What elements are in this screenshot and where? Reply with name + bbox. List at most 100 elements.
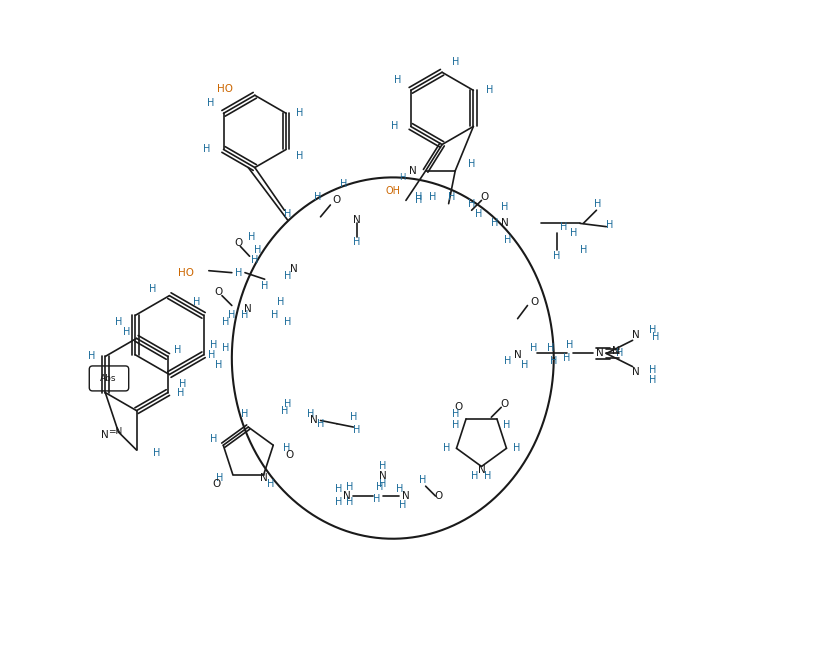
- Text: N: N: [632, 330, 639, 340]
- Text: H: H: [394, 76, 401, 85]
- Text: Abs: Abs: [100, 374, 116, 383]
- Text: H: H: [216, 473, 224, 483]
- Text: H: H: [254, 244, 262, 255]
- Text: H: H: [335, 497, 342, 507]
- Text: N: N: [379, 471, 387, 482]
- Text: H: H: [486, 85, 493, 95]
- Text: H: H: [428, 192, 436, 202]
- Text: H: H: [207, 99, 214, 108]
- Text: H: H: [563, 353, 571, 363]
- Text: H: H: [346, 497, 354, 507]
- Text: N: N: [310, 415, 318, 426]
- Text: H: H: [484, 471, 492, 482]
- Text: H: H: [346, 482, 354, 493]
- Text: N: N: [290, 264, 298, 275]
- Text: H: H: [353, 425, 361, 436]
- Text: N: N: [343, 491, 351, 501]
- Text: H: H: [307, 409, 314, 419]
- Text: N: N: [514, 350, 521, 360]
- Text: H: H: [209, 350, 216, 360]
- Text: H: H: [503, 420, 511, 430]
- Text: H: H: [295, 108, 303, 118]
- Text: H: H: [554, 251, 561, 261]
- Text: OH: OH: [385, 185, 400, 196]
- Text: H: H: [376, 482, 384, 493]
- Text: H: H: [468, 198, 475, 209]
- Text: O: O: [234, 238, 243, 248]
- Text: H: H: [350, 412, 357, 422]
- Text: H: H: [606, 219, 613, 230]
- FancyBboxPatch shape: [89, 366, 129, 391]
- Text: H: H: [222, 317, 229, 327]
- Text: H: H: [451, 409, 459, 419]
- Text: H: H: [177, 388, 185, 397]
- Text: H: H: [504, 235, 512, 245]
- Text: H: H: [277, 297, 285, 307]
- Text: H: H: [229, 310, 235, 321]
- Text: H: H: [415, 192, 422, 202]
- Text: H: H: [251, 254, 258, 265]
- Text: H: H: [248, 231, 255, 242]
- Text: H: H: [149, 284, 157, 294]
- Text: H: H: [283, 443, 290, 453]
- Text: H: H: [271, 310, 278, 321]
- Text: H: H: [580, 244, 587, 255]
- Text: H: H: [570, 228, 577, 238]
- Text: H: H: [451, 57, 459, 68]
- Text: O: O: [455, 402, 463, 413]
- Text: H: H: [179, 379, 186, 390]
- Text: O: O: [500, 399, 508, 409]
- Text: H: H: [448, 192, 455, 202]
- Text: O: O: [212, 480, 220, 489]
- Text: H: H: [261, 281, 268, 291]
- Text: H: H: [399, 499, 407, 510]
- Text: H: H: [399, 173, 406, 182]
- Text: H: H: [443, 443, 450, 453]
- Text: H: H: [648, 365, 656, 375]
- Text: H: H: [266, 480, 274, 489]
- Text: H: H: [284, 208, 291, 219]
- Text: H: H: [501, 202, 508, 212]
- Text: H: H: [241, 310, 248, 321]
- Text: N: N: [101, 430, 109, 440]
- Text: H: H: [547, 343, 554, 353]
- Text: N: N: [612, 346, 620, 357]
- Text: H: H: [215, 359, 223, 370]
- Text: H: H: [652, 332, 659, 342]
- Text: H: H: [530, 343, 538, 353]
- Text: =N: =N: [108, 428, 122, 436]
- Text: H: H: [380, 479, 387, 489]
- Text: H: H: [280, 405, 288, 416]
- Text: H: H: [284, 271, 291, 281]
- Text: H: H: [284, 317, 291, 327]
- Text: H: H: [314, 192, 321, 202]
- Text: H: H: [88, 351, 96, 361]
- Text: H: H: [415, 195, 422, 206]
- Text: H: H: [471, 471, 478, 482]
- Text: H: H: [153, 448, 160, 459]
- Text: H: H: [373, 494, 380, 505]
- Text: O: O: [332, 195, 341, 206]
- Text: H: H: [396, 484, 403, 495]
- Text: H: H: [116, 317, 123, 327]
- Text: H: H: [193, 297, 200, 307]
- Text: N: N: [260, 473, 267, 483]
- Text: H: H: [123, 327, 130, 337]
- Text: H: H: [174, 345, 182, 355]
- Text: N: N: [408, 166, 417, 176]
- Text: H: H: [353, 237, 361, 247]
- Text: H: H: [222, 343, 229, 353]
- Text: N: N: [244, 304, 252, 314]
- Text: H: H: [418, 474, 426, 485]
- Text: HO: HO: [178, 267, 194, 278]
- Text: N: N: [353, 215, 361, 225]
- Text: H: H: [340, 179, 347, 189]
- Text: O: O: [481, 192, 489, 202]
- Text: H: H: [615, 348, 623, 359]
- Text: HO: HO: [217, 83, 233, 94]
- Text: N: N: [596, 348, 604, 359]
- Text: N: N: [402, 491, 410, 501]
- Text: H: H: [521, 359, 528, 370]
- Text: H: H: [560, 221, 568, 232]
- Text: H: H: [210, 340, 217, 350]
